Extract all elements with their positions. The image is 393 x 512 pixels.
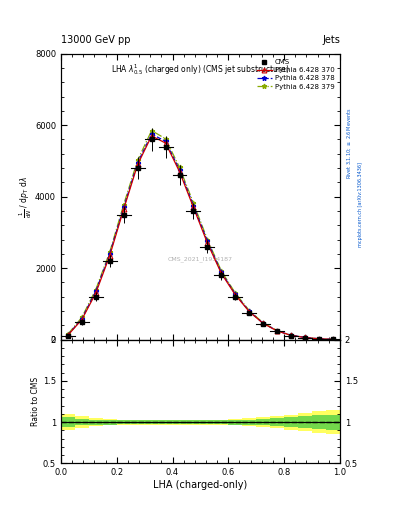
Legend: CMS, Pythia 6.428 370, Pythia 6.428 378, Pythia 6.428 379: CMS, Pythia 6.428 370, Pythia 6.428 378,…: [255, 57, 336, 92]
Text: mcplots.cern.ch [arXiv:1306.3436]: mcplots.cern.ch [arXiv:1306.3436]: [358, 162, 363, 247]
Text: Rivet 3.1.10; $\geq$ 2.6M events: Rivet 3.1.10; $\geq$ 2.6M events: [346, 108, 353, 179]
Y-axis label: $\frac{1}{\mathrm{d}N}$ / $\mathrm{d}p_\mathrm{T}$ $\mathrm{d}\lambda$: $\frac{1}{\mathrm{d}N}$ / $\mathrm{d}p_\…: [17, 176, 33, 218]
Text: 13000 GeV pp: 13000 GeV pp: [61, 35, 130, 45]
Text: LHA $\lambda^1_{0.5}$ (charged only) (CMS jet substructure): LHA $\lambda^1_{0.5}$ (charged only) (CM…: [111, 62, 290, 77]
Y-axis label: Ratio to CMS: Ratio to CMS: [31, 377, 40, 426]
Text: CMS_2021_I1954187: CMS_2021_I1954187: [168, 257, 233, 262]
Text: Jets: Jets: [322, 35, 340, 45]
X-axis label: LHA (charged-only): LHA (charged-only): [153, 480, 248, 490]
